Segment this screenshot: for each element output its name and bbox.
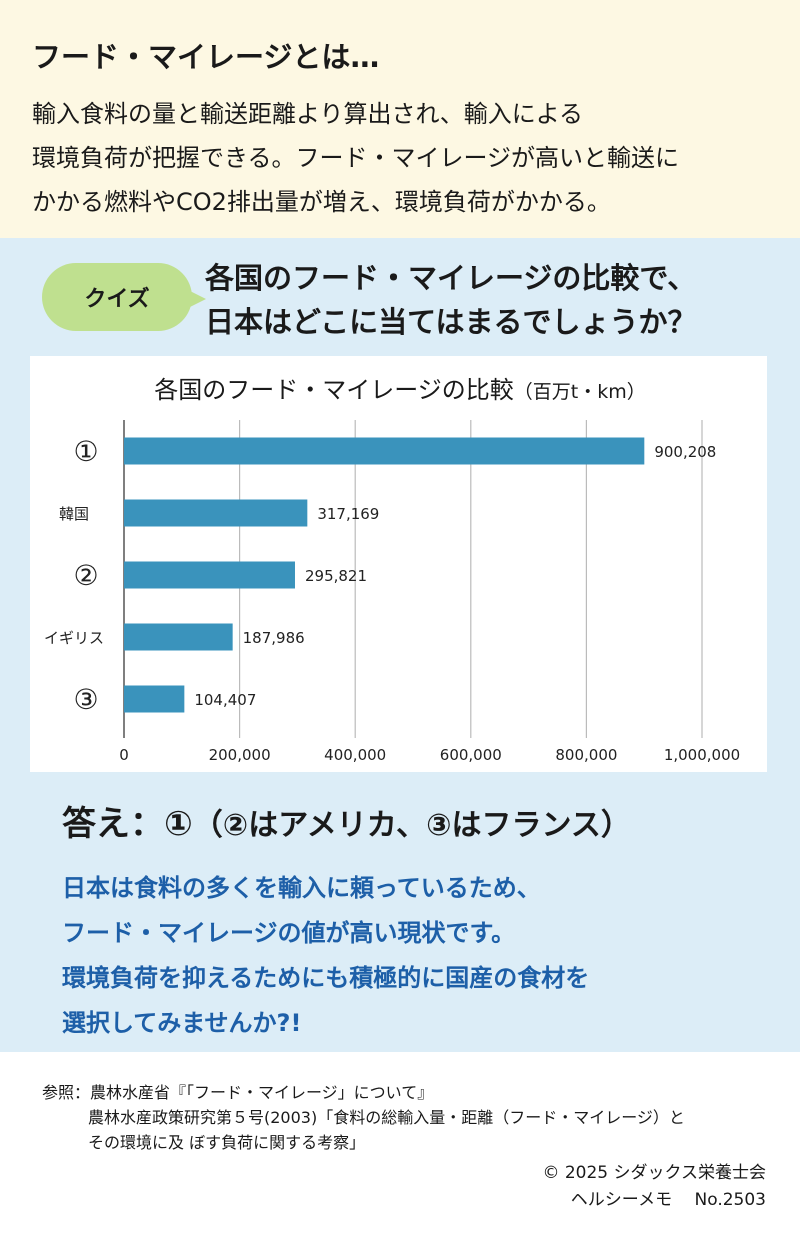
bar <box>124 623 233 651</box>
x-tick-label: 600,000 <box>440 746 502 764</box>
x-tick-label: 800,000 <box>555 746 617 764</box>
intro-section <box>0 0 800 238</box>
intro-line: 環境負荷が把握できる。フード・マイレージが高いと輸送に <box>32 144 680 172</box>
bar <box>124 685 185 713</box>
category-label: ① <box>73 435 98 468</box>
credit: © 2025 シダックス栄養士会 ヘルシーメモ No.2503 <box>542 1160 766 1214</box>
category-label: ② <box>73 559 98 592</box>
references: 参照：農林水産省『「フード・マイレージ」について』 農林水産政策研究第５号(20… <box>42 1080 782 1155</box>
explanation-line: 選択してみませんか?! <box>62 1009 302 1037</box>
chart-title-text: 各国のフード・マイレージの比較 <box>154 376 514 404</box>
x-tick-label: 0 <box>119 746 129 764</box>
chart-unit: （百万t・km） <box>513 381 646 403</box>
explanation-line: 環境負荷を抑えるためにも積極的に国産の食材を <box>62 964 590 992</box>
reference-line: 農林水産政策研究第５号(2003)「食料の総輸入量・距離（フード・マイレージ）と <box>88 1108 685 1127</box>
intro-title: フード・マイレージとは… <box>32 40 380 74</box>
data-label: 317,169 <box>317 505 379 523</box>
chart-title: 各国のフード・マイレージの比較（百万t・km） <box>0 370 800 405</box>
data-label: 295,821 <box>305 567 367 585</box>
data-label: 187,986 <box>243 629 305 647</box>
category-label: 韓国 <box>59 505 89 523</box>
x-tick-label: 200,000 <box>209 746 271 764</box>
answer: 答え：①（②はアメリカ、③はフランス） <box>62 796 631 845</box>
explanation-line: 日本は食料の多くを輸入に頼っているため、 <box>62 874 541 902</box>
reference-line: 参照：農林水産省『「フード・マイレージ」について』 <box>42 1083 434 1102</box>
intro-line: かかる燃料やCO2排出量が増え、環境負荷がかかる。 <box>32 188 611 216</box>
quiz-badge: クイズ <box>42 263 206 331</box>
answer-main: 答え：① <box>62 804 193 844</box>
quiz-question-line: 各国のフード・マイレージの比較で、 <box>205 261 697 295</box>
x-tick-label: 1,000,000 <box>664 746 740 764</box>
category-label: ③ <box>73 683 98 716</box>
bar <box>124 561 295 589</box>
data-label: 104,407 <box>194 691 256 709</box>
quiz-question-line: 日本はどこに当てはまるでしょうか？ <box>205 305 697 339</box>
explanation-line: フード・マイレージの値が高い現状です。 <box>62 919 516 947</box>
intro-body: 輸入食料の量と輸送距離より算出され、輸入による 環境負荷が把握できる。フード・マ… <box>32 92 782 224</box>
copyright: © 2025 シダックス栄養士会 <box>542 1163 766 1183</box>
intro-line: 輸入食料の量と輸送距離より算出され、輸入による <box>32 100 584 128</box>
answer-detail: （②はアメリカ、③はフランス） <box>192 808 631 843</box>
explanation: 日本は食料の多くを輸入に頼っているため、 フード・マイレージの値が高い現状です。… <box>62 866 782 1046</box>
bar <box>124 437 645 465</box>
data-label: 900,208 <box>654 443 716 461</box>
memo-number: ヘルシーメモ No.2503 <box>570 1190 766 1210</box>
category-label: イギリス <box>44 629 104 647</box>
bar <box>124 499 308 527</box>
quiz-question: 各国のフード・マイレージの比較で、 日本はどこに当てはまるでしょうか？ <box>205 256 785 344</box>
x-tick-label: 400,000 <box>324 746 386 764</box>
reference-line: その環境に及 ぼす負荷に関する考察」 <box>88 1133 366 1152</box>
